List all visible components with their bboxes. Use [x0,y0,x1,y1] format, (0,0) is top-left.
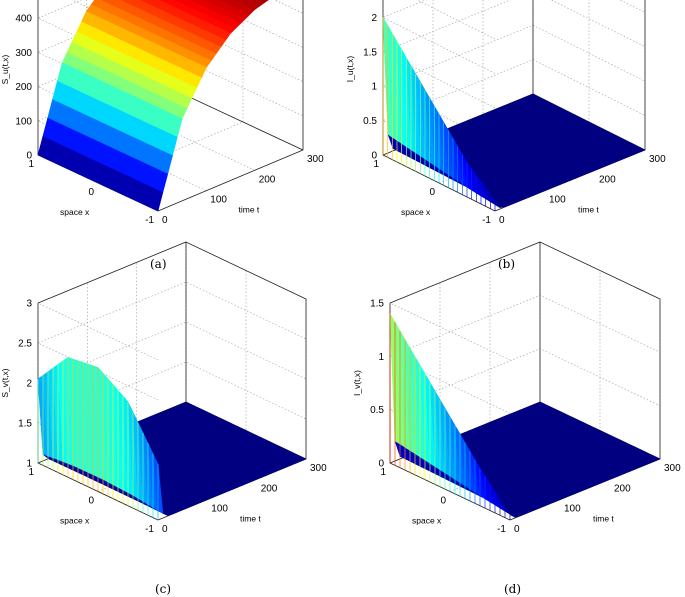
x-axis-label: space x [60,207,90,217]
z-tick-label: 1 [371,82,377,93]
z-tick-label: 0.5 [370,405,384,416]
z-tick-label: 1.5 [18,419,32,430]
t-tick-label: 300 [307,154,324,165]
t-tick-label: 200 [259,174,276,185]
z-tick-label: 1 [26,459,32,470]
ticks-c: 1 1.5 2 2.5 3 1 0 -1 0 100 200 300 [18,299,327,536]
x-tick-label: 1 [28,159,34,170]
z-axis-label: I_v(t,x) [352,370,362,396]
z-tick-label: 1.5 [363,47,377,58]
caption-b: (b) [498,257,515,271]
z-tick-label: 200 [15,82,32,93]
surface-a [37,0,269,212]
z-tick-label: 100 [15,116,32,127]
z-tick-label: 2.5 [18,339,32,350]
z-tick-label: 0 [378,459,384,470]
x-tick-label: 1 [373,159,379,170]
t-axis-label: time t [578,205,599,215]
surface-d [389,313,661,520]
caption-d: (d) [504,582,521,596]
t-tick-label: 100 [564,504,581,515]
t-tick-label: 300 [664,463,681,474]
x-tick-label: 0 [88,187,94,198]
x-tick-label: 1 [28,467,34,478]
t-tick-label: 100 [211,504,228,515]
z-tick-label: 3 [26,299,32,310]
x-axis-label: space x [412,516,442,526]
z-tick-label: 0.5 [363,116,377,127]
z-axis-label: S_v(t,x) [0,368,10,397]
t-tick-label: 300 [649,154,666,165]
x-tick-label: -1 [497,524,506,535]
z-axis-label: I_u(t,x) [345,56,355,83]
x-axis-label: space x [401,207,431,217]
t-tick-label: 200 [261,483,278,494]
x-tick-label: 1 [380,467,386,478]
t-tick-label: 0 [514,524,520,535]
t-tick-label: 200 [614,483,631,494]
x-tick-label: 0 [429,187,435,198]
t-tick-label: 100 [210,195,227,206]
x-tick-label: -1 [482,215,491,226]
z-tick-label: 2 [26,379,32,390]
x-tick-label: -1 [145,524,154,535]
z-tick-label: 0 [26,151,32,162]
caption-c: (c) [155,582,171,596]
x-tick-label: 0 [440,496,446,507]
z-axis-label: S_u(t,x) [0,54,10,84]
x-tick-label: -1 [145,215,154,226]
t-axis-label: time t [593,514,614,524]
caption-a: (a) [150,257,167,271]
t-tick-label: 300 [310,463,327,474]
z-tick-label: 2 [371,13,377,24]
z-tick-label: 0 [371,151,377,162]
t-axis-label: time t [240,514,261,524]
t-tick-label: 100 [549,195,566,206]
surface-b [382,17,646,211]
z-tick-label: 1 [378,352,384,363]
x-axis-label: space x [60,516,90,526]
t-tick-label: 200 [599,174,616,185]
t-axis-label: time t [239,205,260,215]
z-tick-label: 1.5 [370,299,384,310]
t-tick-label: 0 [162,524,168,535]
panel-c: 1 1.5 2 2.5 3 1 0 -1 0 100 200 300 space x time t S_v(… [0,241,327,536]
x-tick-label: 0 [88,496,94,507]
z-tick-label: 300 [15,48,32,59]
t-tick-label: 0 [162,215,168,226]
t-tick-label: 0 [499,215,505,226]
z-tick-label: 400 [15,14,32,25]
surface-c [37,356,307,520]
